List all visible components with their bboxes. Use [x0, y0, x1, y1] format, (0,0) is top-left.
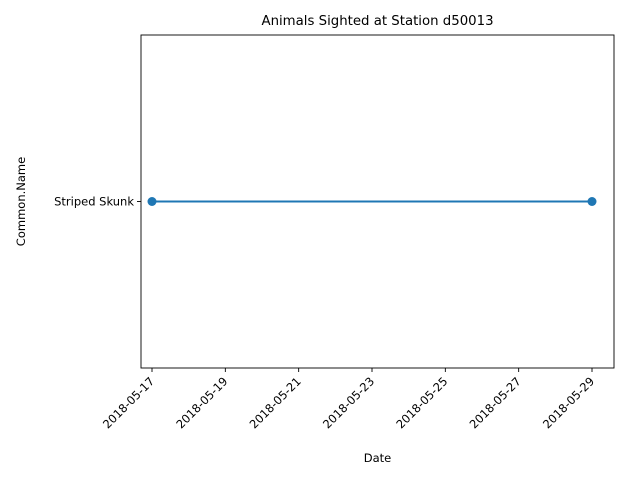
- y-axis-label: Common.Name: [14, 157, 28, 246]
- x-tick-label: 2018-05-19: [173, 374, 230, 431]
- x-tick-label: 2018-05-21: [247, 374, 304, 431]
- data-point: [147, 197, 157, 206]
- y-tick-label: Striped Skunk: [54, 195, 134, 209]
- x-tick-label: 2018-05-17: [100, 374, 157, 431]
- x-tick-label: 2018-05-27: [467, 374, 524, 431]
- x-axis-label: Date: [364, 451, 392, 465]
- y-axis: Striped Skunk: [54, 195, 141, 209]
- x-tick-label: 2018-05-29: [540, 374, 597, 431]
- x-axis: 2018-05-17 2018-05-19 2018-05-21 2018-05-23…: [100, 368, 597, 431]
- chart-title: Animals Sighted at Station d50013: [261, 14, 493, 29]
- plot-area: [147, 197, 597, 206]
- data-point: [587, 197, 597, 206]
- x-tick-label: 2018-05-23: [320, 374, 377, 431]
- x-tick-label: 2018-05-25: [393, 374, 450, 431]
